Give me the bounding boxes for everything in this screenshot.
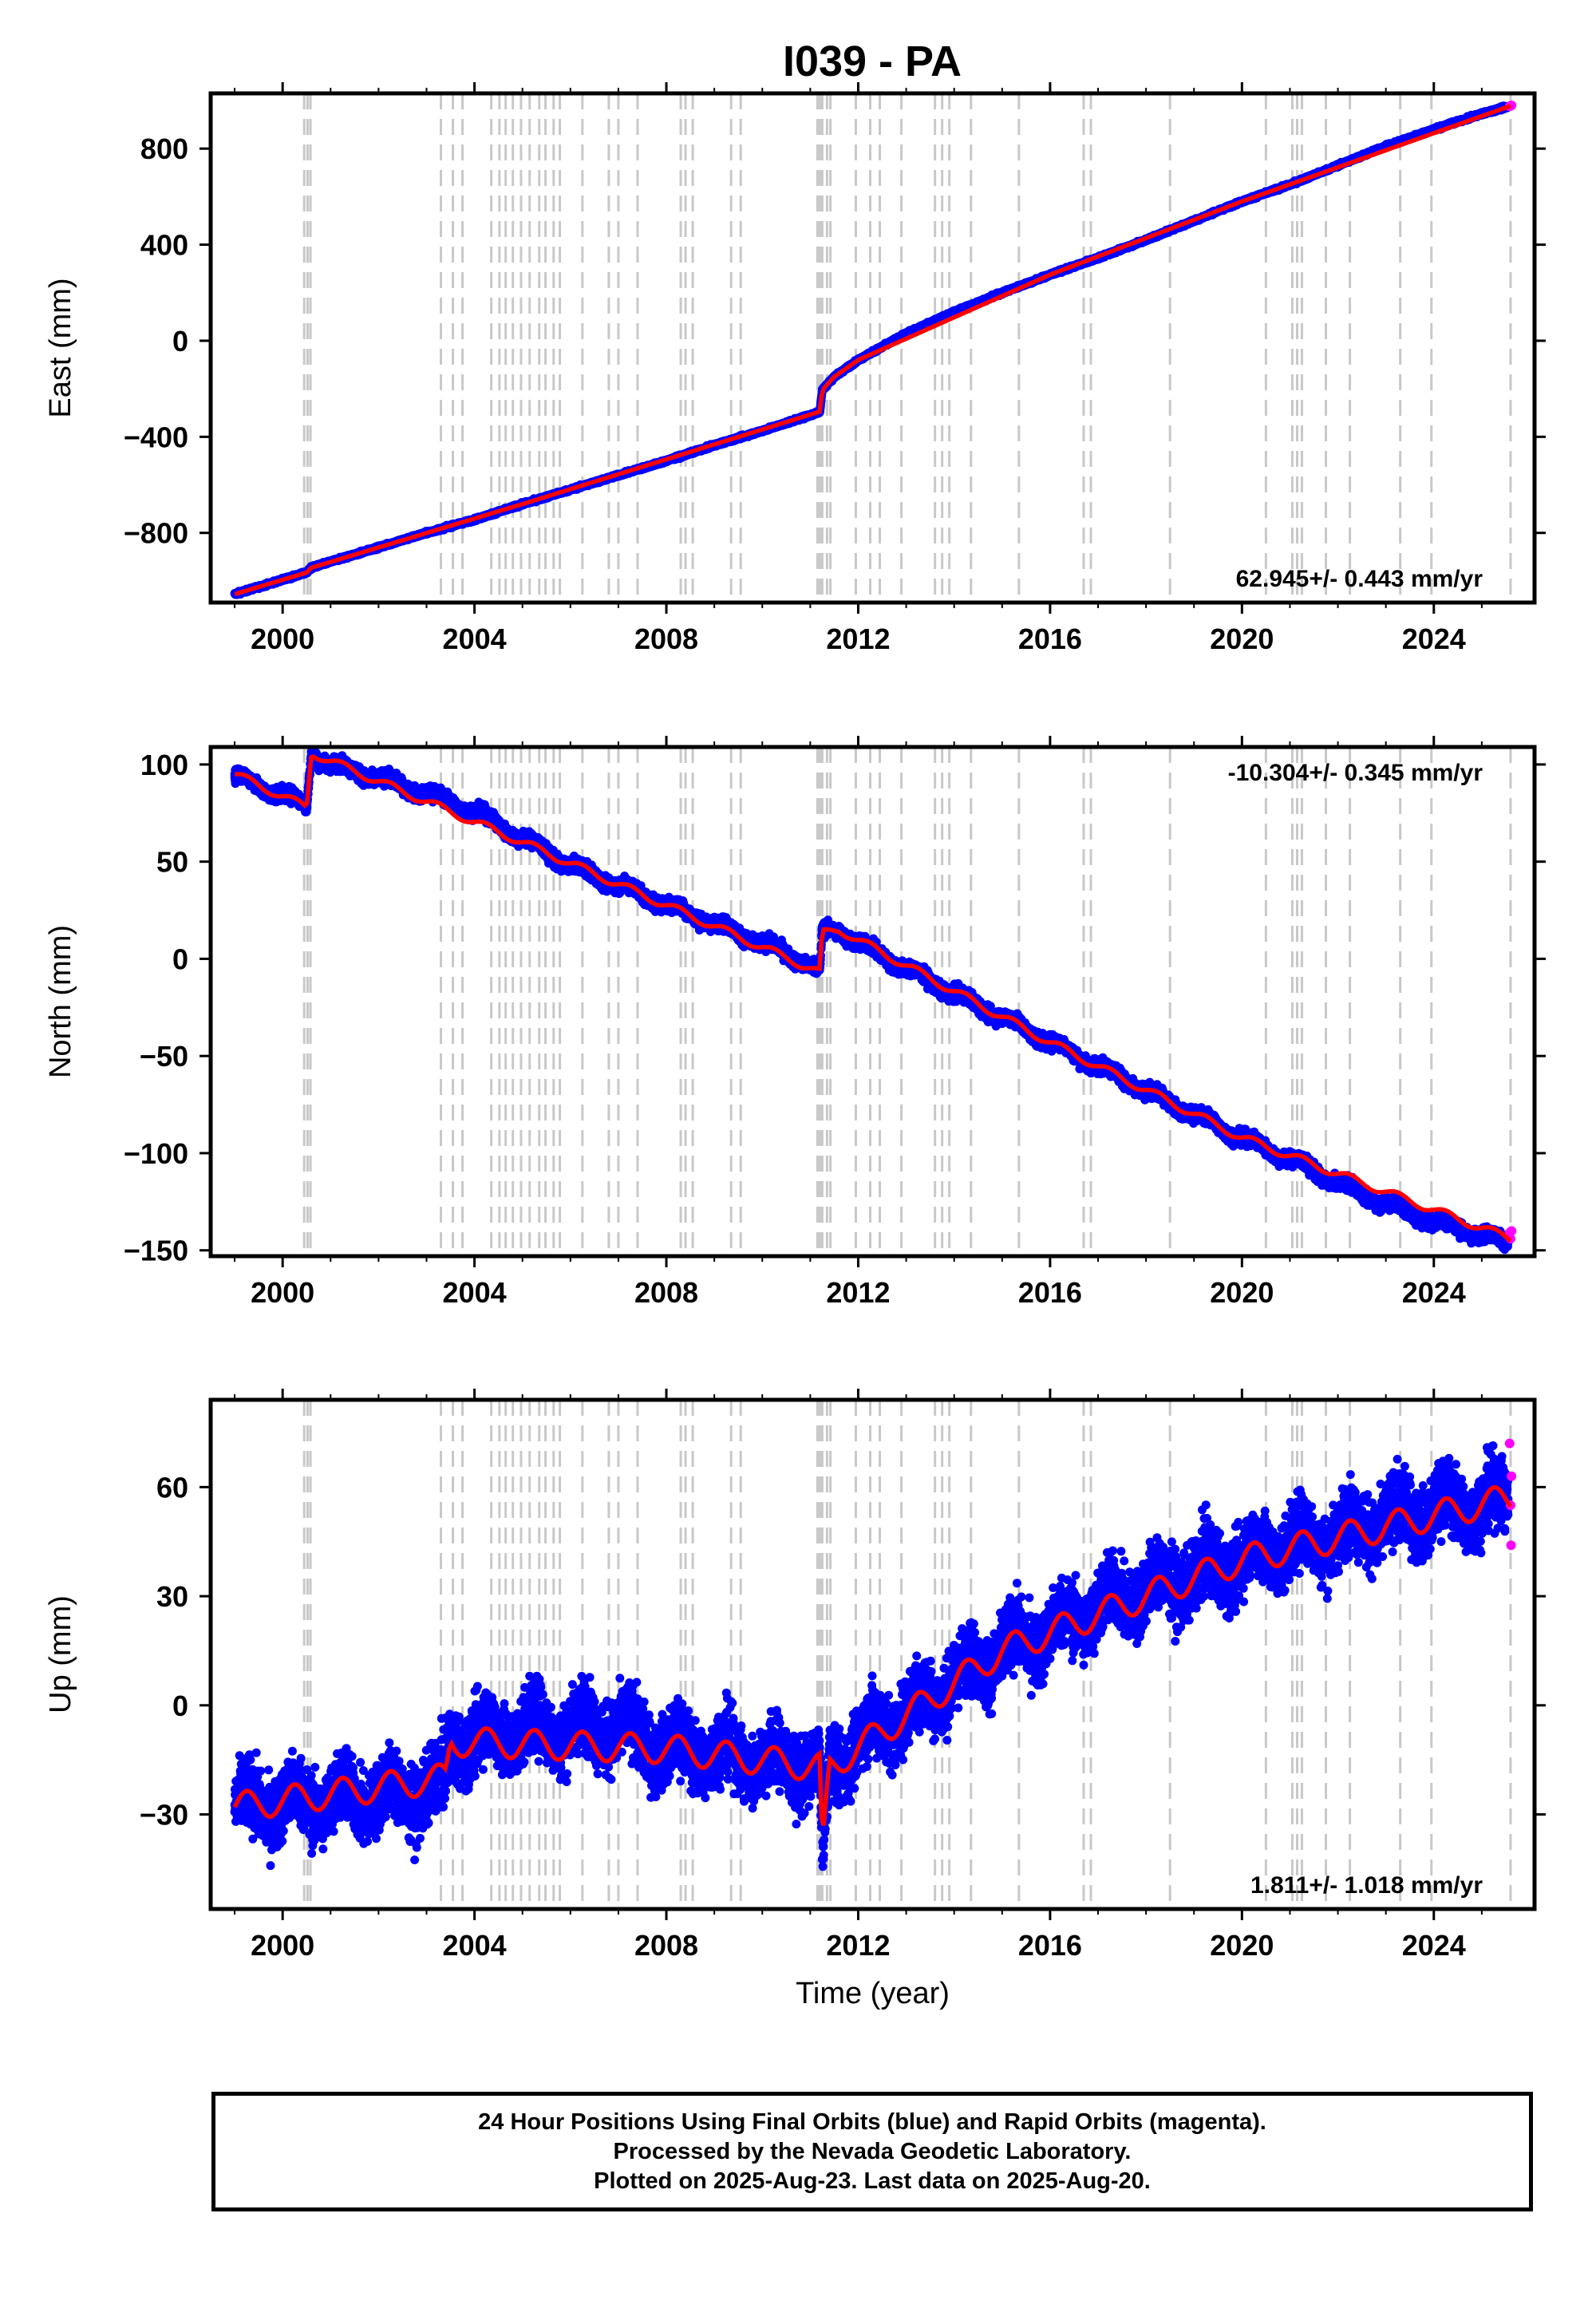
plot-area — [230, 93, 1517, 603]
east-panel: 2000 2004 2008 2012 2016 2020 2024−800−4000400… — [44, 82, 1546, 655]
chart-title: I039 - PA — [783, 38, 962, 85]
final-orbit-points — [230, 101, 1513, 599]
